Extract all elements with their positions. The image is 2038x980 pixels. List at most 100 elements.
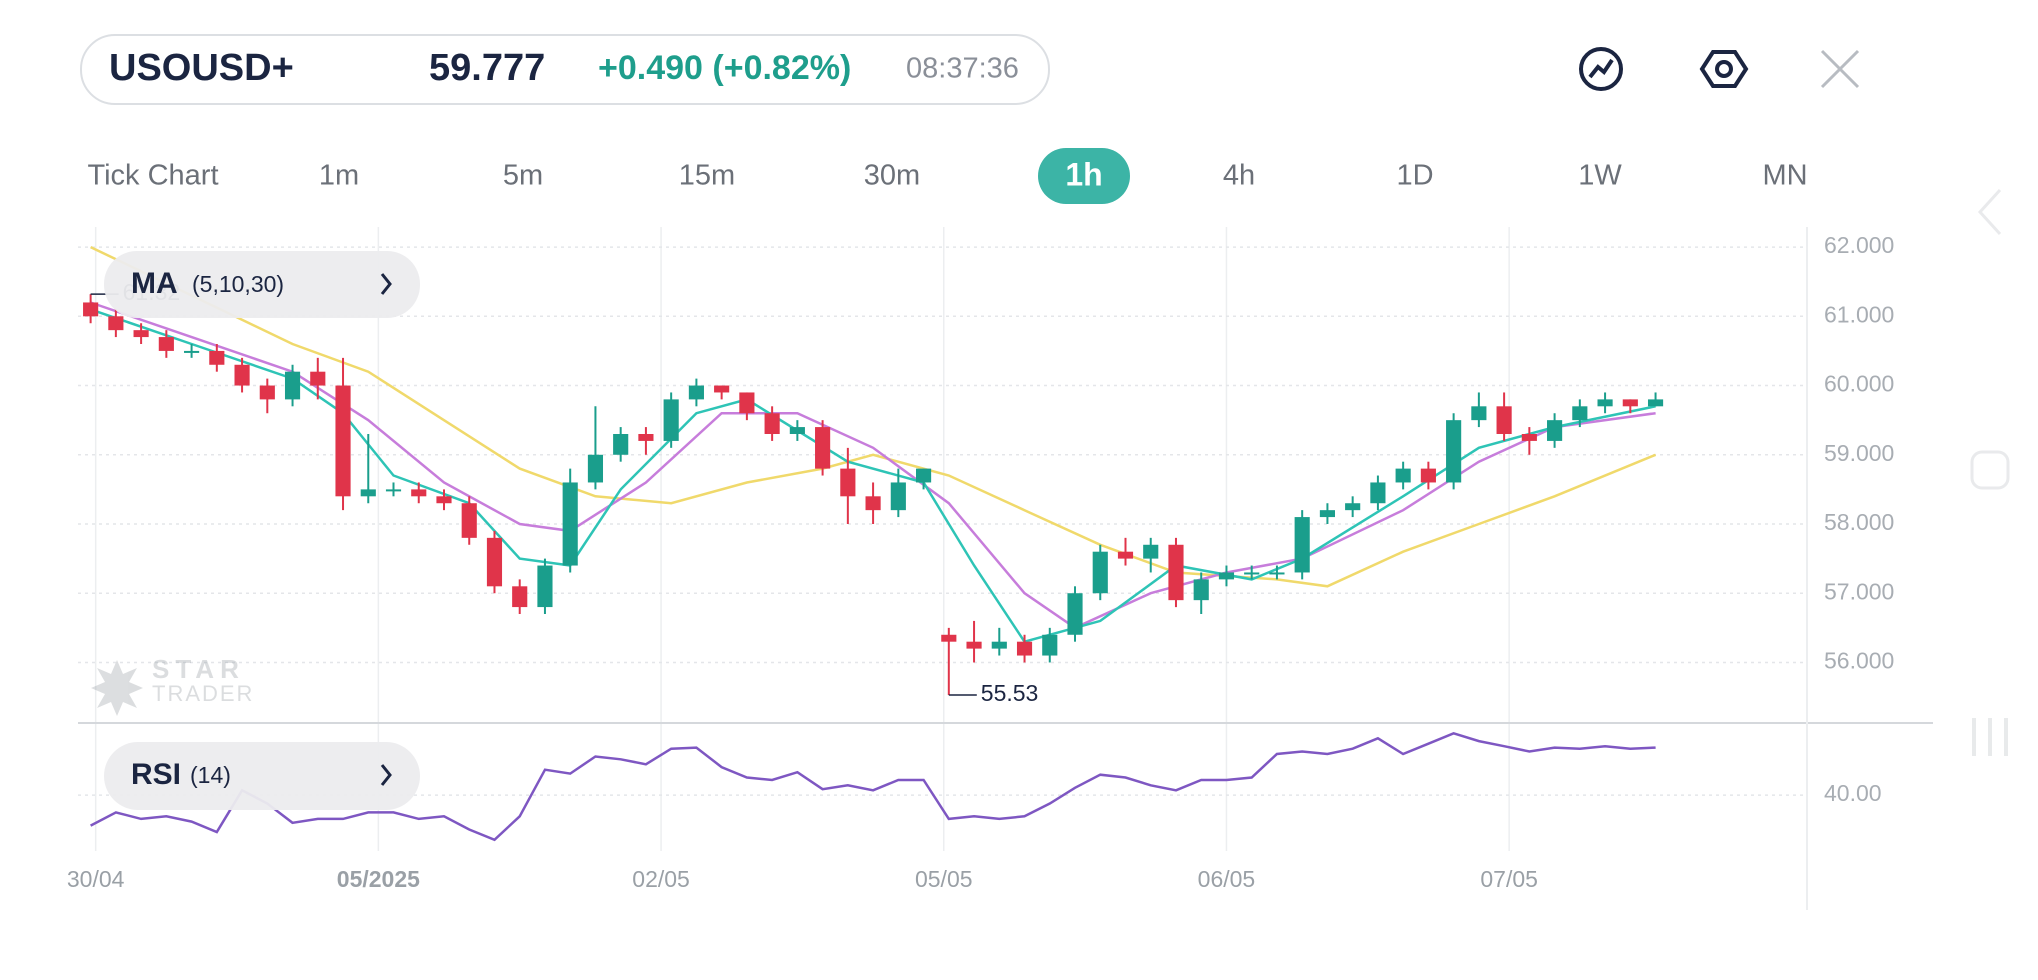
candle-body: [663, 399, 679, 441]
icon: [1699, 50, 1749, 88]
y-tick-label: 62.000: [1824, 232, 1894, 258]
candle-body: [1042, 634, 1058, 656]
y-tick-label: 61.000: [1824, 301, 1894, 327]
timeframe[interactable]: 5m: [503, 160, 543, 192]
x-tick-label: 05/05: [915, 866, 973, 892]
y-tick-label: 58.000: [1824, 509, 1894, 535]
indicator-name: MA: [131, 267, 178, 300]
symbol: USOUSD+: [109, 47, 294, 89]
indicator-params: (5,10,30): [192, 271, 284, 297]
timeframe[interactable]: Tick Chart: [87, 160, 218, 192]
watermark-logo: [91, 660, 143, 716]
candle-body: [1294, 517, 1310, 573]
candle-body: [234, 364, 250, 386]
plot-area: 30/04 05/2025 02/05 05/05 06/05 07/05 62.000 61…: [67, 227, 1894, 892]
active-timeframe-bg: [1038, 148, 1130, 204]
x-tick-label: 07/05: [1480, 866, 1538, 892]
candle-body: [865, 496, 881, 511]
candle-body: [840, 468, 856, 497]
candle-body: [133, 330, 149, 338]
candle-body: [158, 337, 174, 351]
watermark-text: TRADER: [152, 681, 254, 706]
candle-body: [815, 427, 831, 469]
candle-body: [1446, 420, 1462, 483]
watermark-text: STAR: [152, 654, 245, 684]
candle-body: [1370, 482, 1386, 504]
candle-body: [360, 489, 376, 497]
candle-body: [1345, 503, 1361, 511]
settings-button[interactable]: [1699, 50, 1749, 88]
timeframe[interactable]: 1m: [319, 160, 359, 192]
timeframe[interactable]: 4h: [1223, 160, 1255, 192]
candle-body: [461, 503, 477, 538]
close-button[interactable]: [1820, 49, 1860, 89]
candle-body: [209, 350, 225, 365]
x-tick-label: 06/05: [1198, 866, 1256, 892]
y-tick-label: 57.000: [1824, 578, 1894, 604]
candle-body: [941, 634, 957, 642]
pill-bg: [104, 742, 420, 810]
y-tick-label: 40.00: [1824, 780, 1882, 806]
chevron: [380, 273, 392, 295]
icon: [1588, 58, 1614, 79]
icon: [1970, 450, 2010, 490]
change: +0.490 (+0.82%): [598, 49, 851, 87]
candle-body: [259, 385, 275, 400]
price: 59.777: [429, 47, 545, 89]
candle-body: [108, 316, 124, 331]
indicator-params: (14): [190, 762, 231, 788]
timeframe[interactable]: 1W: [1578, 160, 1622, 192]
candle-body: [1092, 551, 1108, 594]
candle-body: [764, 413, 780, 434]
candle-body: [991, 641, 1007, 649]
pill-bg: [104, 251, 420, 318]
candle-body: [714, 385, 730, 393]
timeframe-bar: Tick Chart 1m 5m 15m 30m 1h 4h 1D 1W MN: [87, 148, 1808, 204]
icon: [1977, 188, 2002, 236]
x-tick-label: 02/05: [632, 866, 690, 892]
y-tick-label: 60.000: [1824, 371, 1894, 397]
x-tick-label: 30/04: [67, 866, 125, 892]
candle-body: [83, 302, 99, 317]
chevron: [380, 764, 392, 786]
y-tick-label: 56.000: [1824, 648, 1894, 674]
candle-body: [966, 641, 982, 649]
timeframe[interactable]: 30m: [864, 160, 920, 192]
side-icons: [1970, 188, 2010, 756]
candle-body: [1016, 641, 1033, 656]
annotation-label: 55.53: [981, 680, 1039, 706]
ma-line: [90, 245, 1657, 588]
x-tick-label: 05/2025: [337, 866, 420, 892]
candle-body: [1319, 510, 1335, 518]
ma-pill[interactable]: MA (5,10,30): [104, 251, 420, 318]
candle-body: [1521, 434, 1537, 441]
rsi-line: [90, 731, 1656, 842]
candle-body: [512, 586, 528, 608]
candle-body: [1597, 399, 1613, 407]
icon: [1715, 60, 1733, 78]
candle-body: [1496, 406, 1512, 434]
candle-body: [1572, 406, 1588, 421]
rsi-pill[interactable]: RSI (14): [104, 742, 420, 810]
timeframe[interactable]: 1h: [1065, 156, 1102, 192]
candle-body: [638, 434, 654, 441]
candle-body: [1244, 572, 1260, 575]
timeframe[interactable]: 15m: [679, 160, 735, 192]
candle-body: [739, 392, 755, 414]
candle-body: [436, 496, 452, 504]
indicator-button[interactable]: [1579, 47, 1623, 91]
candle-body: [1218, 572, 1235, 580]
time: 08:37:36: [906, 53, 1019, 85]
timeframe[interactable]: 1D: [1396, 160, 1433, 192]
candle-body: [335, 385, 351, 497]
ma-line: [90, 301, 1656, 630]
candle-body: [562, 482, 578, 566]
candle-body: [613, 434, 629, 455]
timeframe[interactable]: MN: [1762, 160, 1807, 192]
candle-body: [1117, 551, 1134, 559]
quote-pill: [80, 34, 1050, 105]
candle-body: [1647, 399, 1664, 407]
